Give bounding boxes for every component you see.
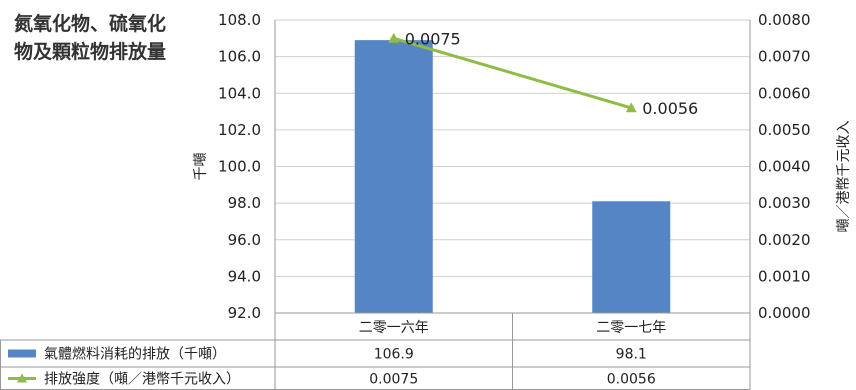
y-right-axis-label: 噸／港幣千元收入 [836,121,852,233]
x-tick-label: 二零一七年 [596,320,666,336]
y-tick-label: 102.0 [218,121,261,139]
y-tick-label: 96.0 [228,231,261,249]
bar [354,40,433,314]
table-value: 0.0056 [607,372,656,388]
y-tick-label: 94.0 [228,267,261,285]
y-tick-label: 106.0 [218,48,261,66]
data-label: 0.0075 [405,29,461,48]
y-right-tick-label: 0.0060 [758,84,811,102]
legend-swatch-marker [17,373,27,383]
bar [592,201,671,313]
chart-title: 氮氧化物、硫氧化物及顆粒物排放量 [13,13,166,63]
y-right-tick-label: 0.0020 [758,231,811,249]
y-tick-label: 98.0 [228,194,261,212]
y-right-tick-label: 0.0010 [758,267,811,285]
y-right-tick-label: 0.0000 [758,304,811,322]
y-right-tick-label: 0.0070 [758,48,811,66]
line-point [625,102,637,113]
line-point [388,32,400,43]
data-label: 0.0056 [642,99,698,118]
y-axis-label: 千噸 [193,153,209,181]
legend-label: 排放強度（噸／港幣千元收入） [44,372,240,388]
y-tick-label: 92.0 [228,304,261,322]
legend-label: 氣體燃料消耗的排放（千噸） [44,346,226,363]
y-tick-label: 100.0 [218,158,261,176]
y-right-tick-label: 0.0080 [758,11,811,29]
table-value: 106.9 [374,347,414,363]
table-value: 98.1 [616,347,647,363]
table-value: 0.0075 [369,372,418,388]
x-tick-label: 二零一六年 [359,320,429,336]
y-right-tick-label: 0.0030 [758,194,811,212]
y-tick-label: 108.0 [218,11,261,29]
y-right-tick-label: 0.0050 [758,121,811,139]
y-tick-label: 104.0 [218,84,261,102]
legend-swatch-bar [8,349,36,358]
series-line [393,36,632,110]
y-right-tick-label: 0.0040 [758,158,811,176]
